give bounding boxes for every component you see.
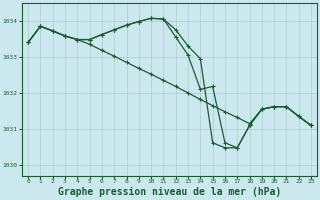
X-axis label: Graphe pression niveau de la mer (hPa): Graphe pression niveau de la mer (hPa) — [58, 187, 281, 197]
